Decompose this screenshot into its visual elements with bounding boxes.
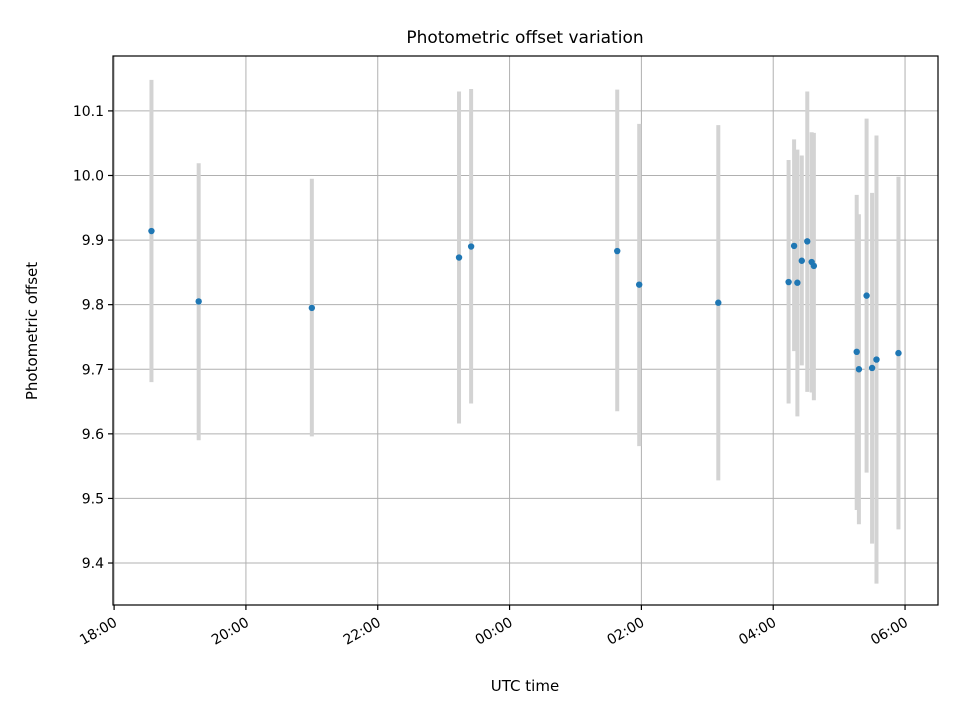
x-tick-label: 20:00 <box>209 615 252 649</box>
data-point <box>455 254 463 261</box>
y-axis-label: Photometric offset <box>23 262 41 400</box>
x-tick-label: 04:00 <box>736 615 779 649</box>
errorbar-layer <box>149 79 901 584</box>
x-tick-label: 18:00 <box>77 615 120 649</box>
y-tick-label: 9.7 <box>82 362 104 378</box>
x-axis-label: UTC time <box>491 677 559 695</box>
x-tick-label: 02:00 <box>604 615 647 649</box>
data-point <box>794 279 801 286</box>
data-point <box>798 257 805 264</box>
x-tick-label: 00:00 <box>473 615 516 649</box>
data-point <box>853 348 860 356</box>
data-point <box>863 292 870 299</box>
data-point <box>635 281 643 288</box>
point-layer <box>148 227 902 373</box>
y-tick-label: 10.1 <box>73 104 104 120</box>
y-tick-label: 9.9 <box>82 233 104 249</box>
x-tick-label: 06:00 <box>868 615 911 649</box>
data-point <box>785 278 792 286</box>
data-point <box>868 364 876 372</box>
chart-title: Photometric offset variation <box>406 28 643 48</box>
data-point <box>873 356 880 363</box>
y-tick-label: 9.4 <box>82 556 104 572</box>
x-tick-label: 22:00 <box>341 615 384 649</box>
data-point <box>195 298 202 305</box>
data-point <box>308 304 316 312</box>
data-point <box>148 227 155 235</box>
data-point <box>804 238 811 245</box>
y-tick-label: 9.6 <box>82 427 104 443</box>
y-tick-label: 10.0 <box>73 168 104 184</box>
y-tick-label: 9.5 <box>82 491 104 507</box>
y-tick-label: 9.8 <box>82 298 104 314</box>
data-point <box>467 243 475 250</box>
data-point <box>715 299 722 306</box>
data-point <box>614 247 621 255</box>
plot-frame <box>112 55 939 606</box>
data-point <box>895 349 902 357</box>
data-point <box>810 262 818 270</box>
data-point <box>790 242 798 250</box>
data-point <box>855 366 863 373</box>
